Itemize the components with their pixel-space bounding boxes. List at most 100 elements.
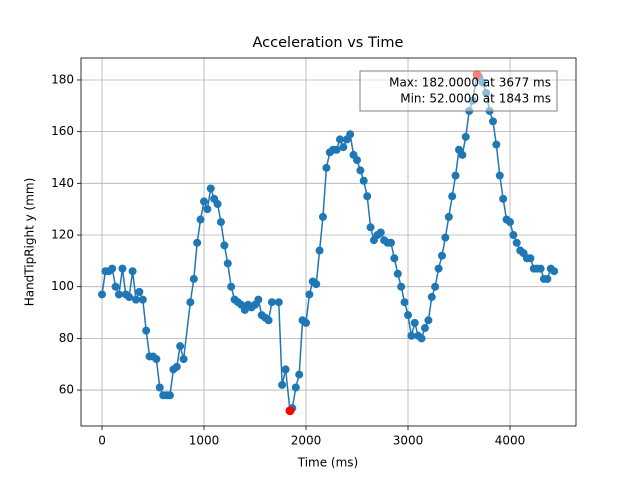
data-point (363, 192, 372, 201)
data-point (254, 295, 263, 304)
data-point (536, 264, 545, 273)
data-point (451, 171, 460, 180)
data-point (125, 293, 134, 302)
data-point (274, 298, 283, 307)
data-point (142, 326, 151, 335)
data-point (186, 298, 195, 307)
data-point (227, 282, 236, 291)
x-axis-label: Time (ms) (297, 456, 359, 470)
data-point (550, 267, 559, 276)
annotation-box (359, 70, 558, 112)
data-point (302, 318, 311, 327)
data-point (98, 290, 107, 299)
annotation-text: Max: 182.0000 at 3677 ms (389, 76, 551, 90)
data-point (165, 391, 174, 400)
data-point (437, 251, 446, 260)
data-point (512, 238, 521, 247)
data-point (400, 298, 409, 307)
data-point (492, 140, 501, 149)
data-point (152, 355, 161, 364)
data-point (315, 246, 324, 255)
y-axis-label: HandTipRight y (mm) (23, 178, 37, 307)
data-point (312, 280, 321, 289)
y-tick-label: 80 (59, 331, 74, 345)
data-point (332, 145, 341, 154)
data-point (318, 212, 327, 221)
data-point (444, 212, 453, 221)
data-point (366, 223, 375, 232)
x-tick-label: 3000 (393, 434, 424, 448)
data-point (281, 365, 290, 374)
data-point (393, 269, 402, 278)
data-point (335, 135, 344, 144)
data-point (461, 132, 470, 141)
data-point (111, 282, 120, 291)
data-point (431, 282, 440, 291)
data-point (424, 316, 433, 325)
x-tick-label: 2000 (291, 434, 322, 448)
data-point (189, 274, 198, 283)
data-point (203, 205, 212, 214)
data-point (339, 143, 348, 152)
data-point (118, 264, 127, 273)
data-point (386, 238, 395, 247)
data-point (213, 200, 222, 209)
data-point (376, 228, 385, 237)
data-point (200, 197, 209, 206)
data-point (390, 254, 399, 263)
data-point (138, 295, 147, 304)
data-point (108, 264, 117, 273)
data-point (128, 267, 137, 276)
data-point (264, 316, 273, 325)
y-tick-label: 100 (51, 279, 74, 293)
data-point (305, 290, 314, 299)
data-point (322, 163, 331, 172)
data-point (506, 218, 515, 227)
data-point (291, 383, 300, 392)
x-tick-label: 1000 (189, 434, 220, 448)
data-point (193, 238, 202, 247)
x-tick-label: 4000 (495, 434, 526, 448)
data-point (356, 166, 365, 175)
data-point (509, 231, 518, 240)
data-point (131, 295, 140, 304)
data-point (458, 150, 467, 159)
data-point (404, 311, 413, 320)
data-point (441, 233, 450, 242)
data-point (407, 331, 416, 340)
y-tick-label: 120 (51, 228, 74, 242)
data-point (176, 342, 185, 351)
data-point (223, 259, 232, 268)
data-point (410, 318, 419, 327)
data-point (495, 171, 504, 180)
data-point (543, 274, 552, 283)
data-point (179, 355, 188, 364)
data-point (420, 324, 429, 333)
data-point (427, 293, 436, 302)
data-point (114, 290, 123, 299)
data-point (216, 218, 225, 227)
extreme-point (285, 406, 295, 416)
data-point (295, 370, 304, 379)
data-point (135, 287, 144, 296)
data-point (417, 334, 426, 343)
data-point (346, 130, 355, 139)
x-tick-label: 0 (98, 434, 106, 448)
data-point (267, 298, 276, 307)
data-point (196, 215, 205, 224)
data-point (397, 282, 406, 291)
chart-title: Acceleration vs Time (253, 35, 404, 51)
y-tick-label: 140 (51, 176, 74, 190)
data-point (278, 380, 287, 389)
data-point (359, 176, 368, 185)
data-point (499, 194, 508, 203)
data-point (353, 156, 362, 165)
data-point (526, 254, 535, 263)
data-point (155, 383, 164, 392)
data-point (172, 362, 181, 371)
data-point (220, 241, 229, 250)
data-point (448, 192, 457, 201)
data-point (434, 264, 443, 273)
y-tick-label: 60 (59, 383, 74, 397)
